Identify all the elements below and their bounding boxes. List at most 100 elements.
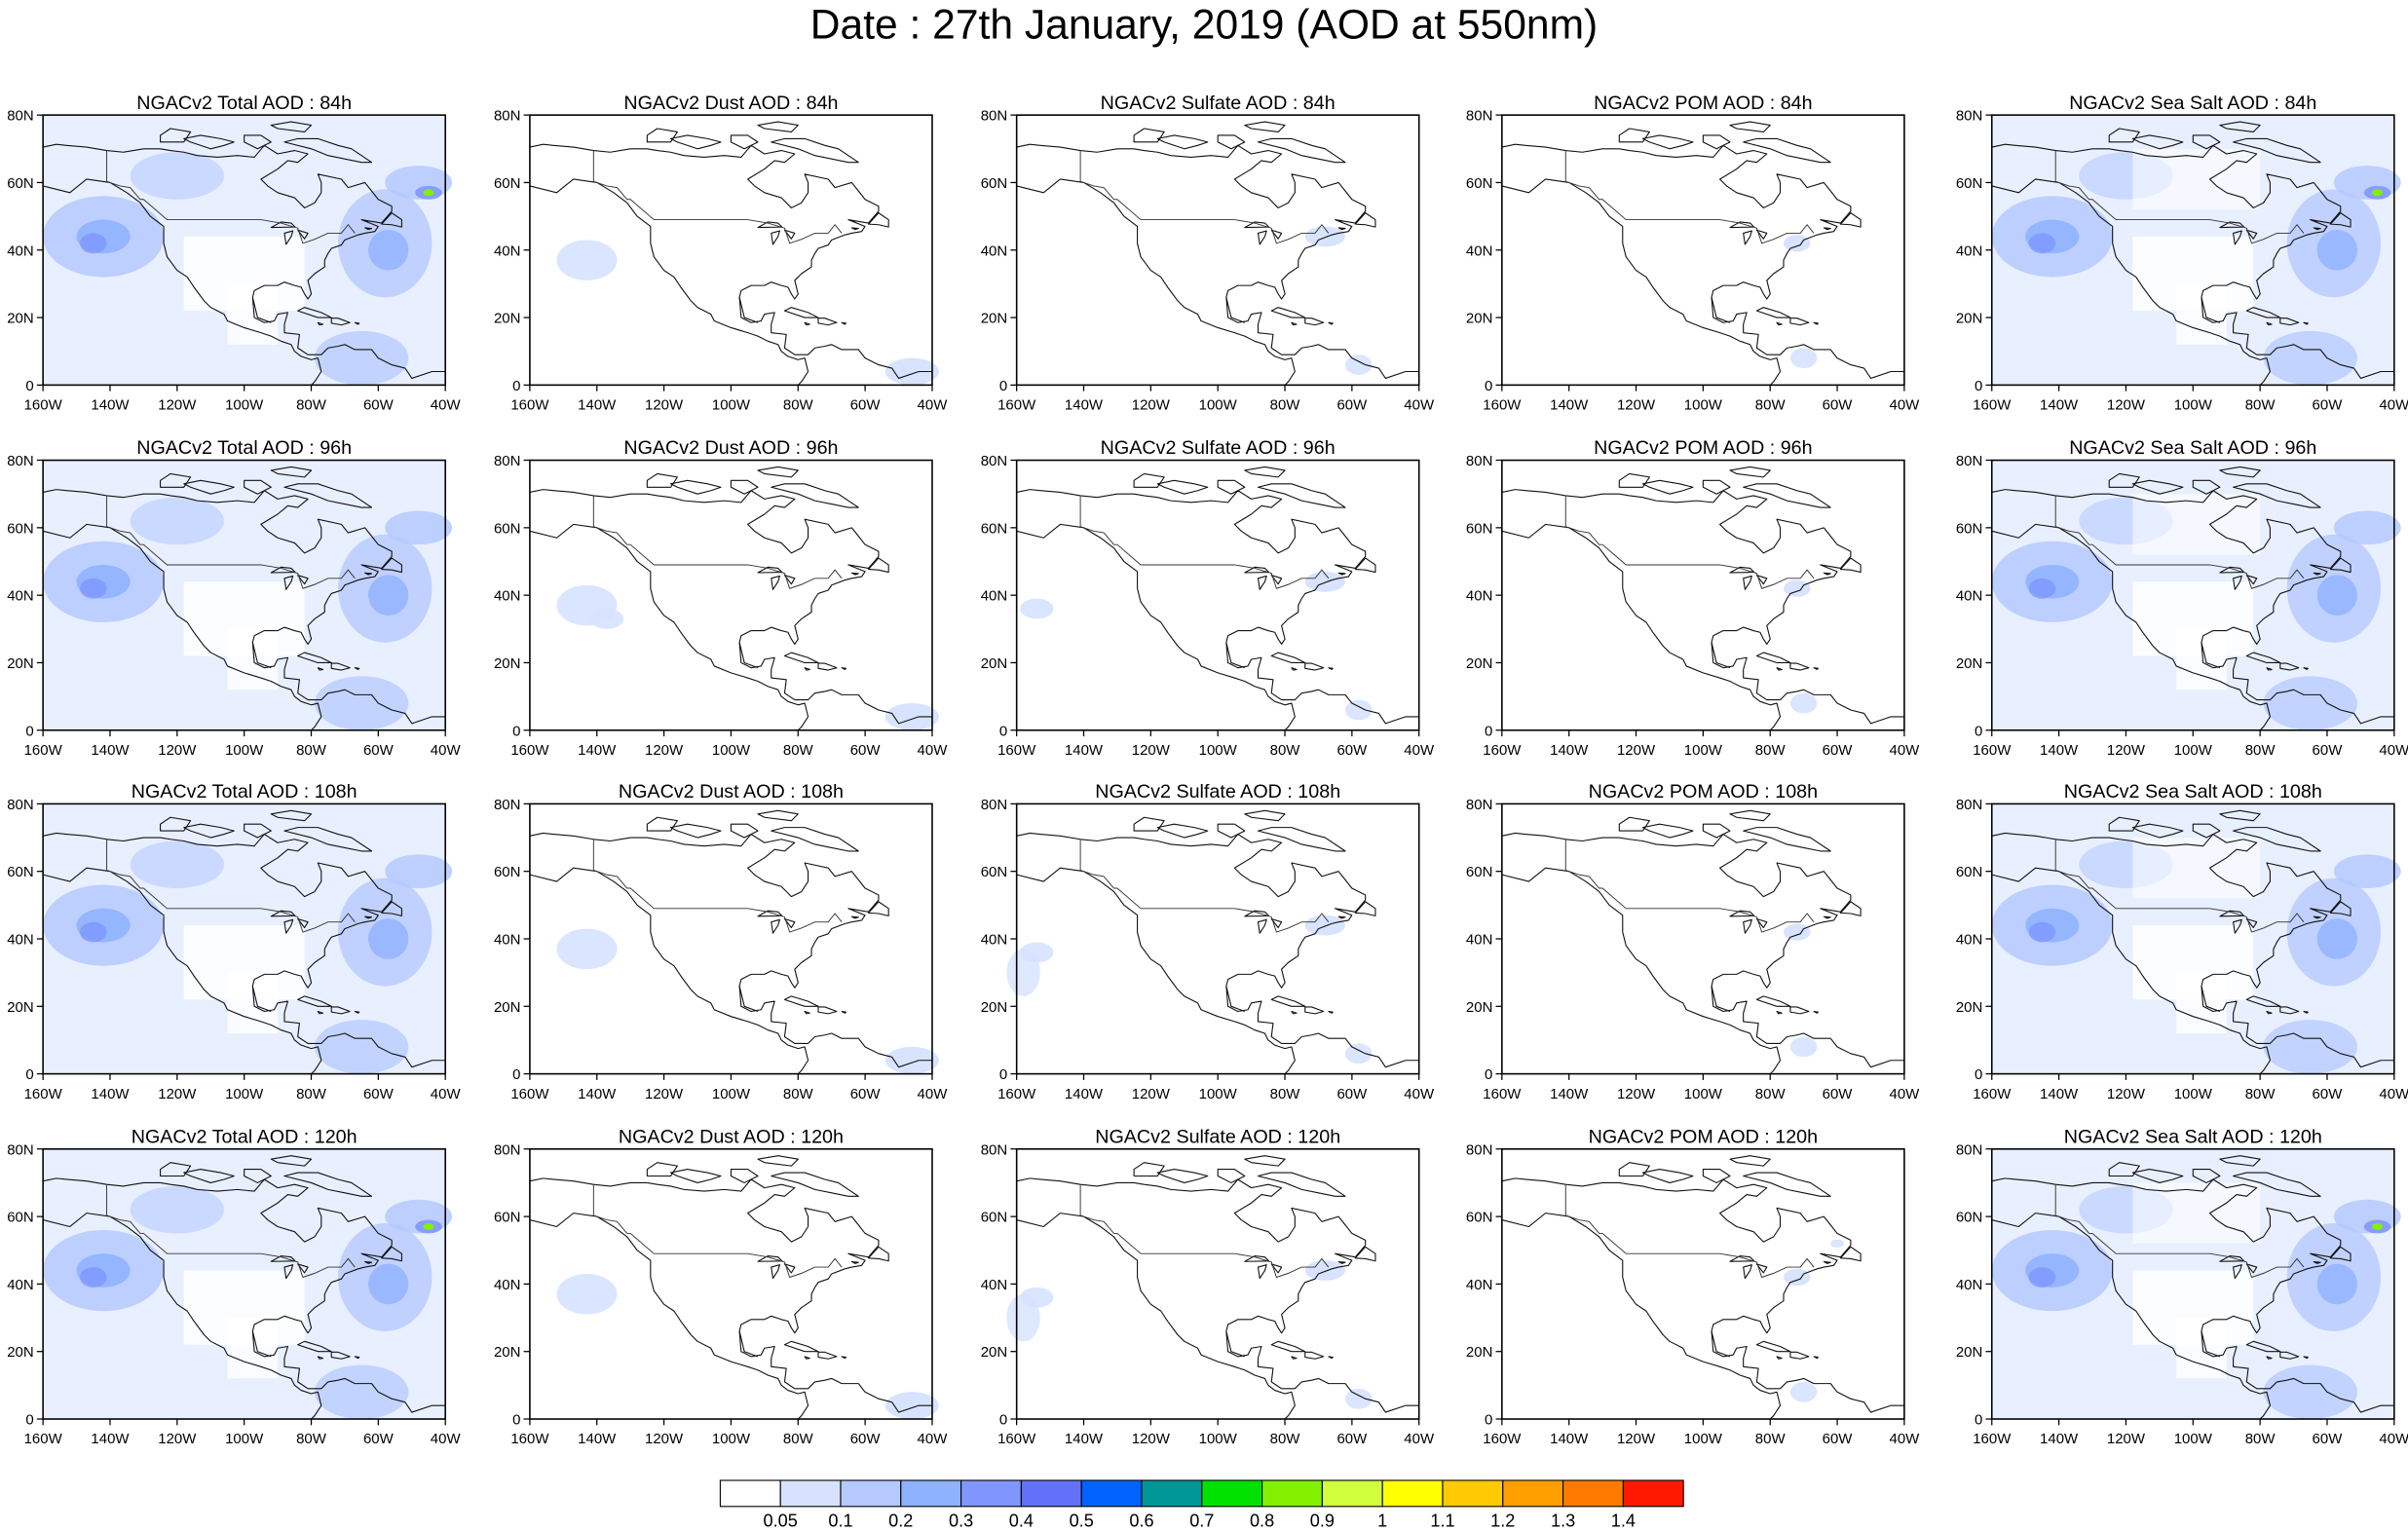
lon-label: 160W — [1973, 1431, 2012, 1447]
colorbar-label: 0.2 — [888, 1511, 913, 1530]
lon-label: 80W — [1270, 1431, 1301, 1447]
lat-label: 40N — [494, 932, 520, 949]
lon-label: 140W — [91, 397, 130, 414]
lat-label: 20N — [494, 1344, 520, 1361]
map-panel: NGACv2 Dust AOD : 96h 80N 60N 40N 20N 0 160W 14… — [487, 437, 963, 775]
colorbar-swatch — [1141, 1479, 1203, 1508]
lon-label: 40W — [918, 1086, 949, 1102]
lon-label: 100W — [225, 1086, 264, 1102]
lon-label: 140W — [578, 1431, 617, 1447]
aod-map: 80N 60N 40N 20N 0 160W 140W 120W 100W 80W 60W 40W — [7, 453, 461, 759]
aod-map: 80N 60N 40N 20N 0 160W 140W 120W 100W 80W 60W 40W — [1956, 797, 2408, 1102]
lat-label: 60N — [1466, 175, 1492, 192]
lon-label: 80W — [2245, 742, 2276, 759]
lon-label: 100W — [1199, 1086, 1238, 1102]
lat-label: 0 — [999, 1412, 1007, 1429]
lon-label: 60W — [1336, 397, 1368, 414]
map-panel: NGACv2 Sea Salt AOD : 108h 80N 60N 40N 20N 0 1… — [1949, 781, 2408, 1119]
lon-label: 80W — [2245, 1086, 2276, 1102]
lat-label: 60N — [494, 864, 520, 880]
map-panel: NGACv2 Dust AOD : 84h 80N 60N 40N 20N 0 160W 14… — [487, 93, 963, 430]
lon-label: 40W — [1404, 1086, 1435, 1102]
lat-label: 40N — [1956, 588, 1982, 605]
lat-label: 40N — [1466, 932, 1492, 949]
lon-label: 120W — [1132, 1431, 1171, 1447]
lon-label: 160W — [1973, 742, 2012, 759]
lon-label: 100W — [1684, 742, 1723, 759]
colorbar-swatch — [1080, 1479, 1143, 1508]
lat-label: 80N — [7, 453, 33, 469]
lat-label: 60N — [1466, 864, 1492, 880]
map-panel: NGACv2 Sulfate AOD : 84h 80N 60N 40N 20N 0 160… — [974, 93, 1450, 430]
panel-title: NGACv2 Sea Salt AOD : 84h — [2069, 92, 2317, 114]
lon-label: 140W — [1065, 742, 1104, 759]
aod-map: 80N 60N 40N 20N 0 160W 140W 120W 100W 80W 60W 40W — [981, 453, 1435, 759]
lon-label: 80W — [1755, 1086, 1787, 1102]
lat-label: 60N — [494, 520, 520, 537]
lon-label: 160W — [510, 1086, 549, 1102]
lat-label: 80N — [494, 453, 520, 469]
lon-label: 140W — [1065, 1431, 1104, 1447]
lat-label: 0 — [25, 1066, 33, 1083]
lat-label: 60N — [494, 175, 520, 192]
lon-label: 120W — [1617, 1086, 1656, 1102]
aod-map: 80N 60N 40N 20N 0 160W 140W 120W 100W 80W 60W 40W — [494, 797, 949, 1102]
lat-label: 20N — [494, 655, 520, 672]
panel-title: NGACv2 Sulfate AOD : 120h — [1095, 1126, 1341, 1148]
lon-label: 100W — [712, 742, 751, 759]
lon-label: 160W — [24, 742, 63, 759]
colorbar-swatch — [1622, 1479, 1684, 1508]
lon-label: 80W — [783, 1431, 814, 1447]
aod-map: 80N 60N 40N 20N 0 160W 140W 120W 100W 80W 60W 40W — [7, 797, 461, 1102]
panel-title: NGACv2 Dust AOD : 108h — [618, 780, 844, 803]
lon-label: 100W — [225, 397, 264, 414]
lat-label: 40N — [7, 932, 33, 949]
panel-title: NGACv2 Total AOD : 84h — [136, 92, 353, 114]
lat-label: 0 — [1975, 1412, 1982, 1429]
lon-label: 40W — [918, 1431, 949, 1447]
lat-label: 80N — [1956, 1141, 1982, 1158]
lon-label: 120W — [1617, 742, 1656, 759]
lon-label: 40W — [431, 1431, 462, 1447]
lat-label: 20N — [981, 655, 1007, 672]
lon-label: 80W — [296, 742, 327, 759]
lat-label: 0 — [1975, 723, 1982, 739]
lon-label: 160W — [997, 397, 1036, 414]
lat-label: 60N — [981, 1210, 1007, 1226]
lon-label: 100W — [2174, 1431, 2213, 1447]
map-panel: NGACv2 Sea Salt AOD : 120h 80N 60N 40N 20N 0 1… — [1949, 1126, 2408, 1464]
lon-label: 40W — [1890, 1086, 1921, 1102]
lon-label: 80W — [2245, 1431, 2276, 1447]
lon-label: 40W — [2379, 1431, 2408, 1447]
lon-label: 140W — [2040, 1431, 2079, 1447]
colorbar-swatch — [1321, 1479, 1383, 1508]
colorbar-label: 1 — [1377, 1511, 1387, 1530]
lon-label: 120W — [645, 1431, 684, 1447]
lon-label: 160W — [1483, 1431, 1522, 1447]
panel-title: NGACv2 POM AOD : 120h — [1588, 1126, 1819, 1148]
lat-label: 0 — [512, 378, 520, 394]
lon-label: 40W — [1404, 1431, 1435, 1447]
map-panel: NGACv2 Dust AOD : 108h 80N 60N 40N 20N 0 160W 1… — [487, 781, 963, 1119]
aod-map: 80N 60N 40N 20N 0 160W 140W 120W 100W 80W 60W 40W — [1956, 1141, 2408, 1447]
panel-title: NGACv2 Dust AOD : 84h — [623, 92, 839, 114]
lat-label: 40N — [494, 243, 520, 259]
lon-label: 40W — [1890, 742, 1921, 759]
lon-label: 120W — [1617, 1431, 1656, 1447]
aod-map: 80N 60N 40N 20N 0 160W 140W 120W 100W 80W 60W 40W — [1466, 108, 1920, 414]
lon-label: 120W — [2107, 742, 2146, 759]
lat-label: 40N — [7, 1277, 33, 1293]
lat-label: 20N — [494, 999, 520, 1016]
lat-label: 0 — [512, 1066, 520, 1083]
lon-label: 60W — [363, 1086, 395, 1102]
colorbar-label: 0.5 — [1070, 1511, 1094, 1530]
lat-label: 60N — [7, 1210, 33, 1226]
panel-title: NGACv2 Dust AOD : 96h — [623, 436, 839, 459]
lon-label: 80W — [1270, 397, 1301, 414]
lon-label: 100W — [2174, 742, 2213, 759]
lon-label: 80W — [2245, 397, 2276, 414]
lon-label: 100W — [2174, 1086, 2213, 1102]
aod-map: 80N 60N 40N 20N 0 160W 140W 120W 100W 80W 60W 40W — [1956, 108, 2408, 414]
lon-label: 120W — [1617, 397, 1656, 414]
lat-label: 60N — [7, 175, 33, 192]
